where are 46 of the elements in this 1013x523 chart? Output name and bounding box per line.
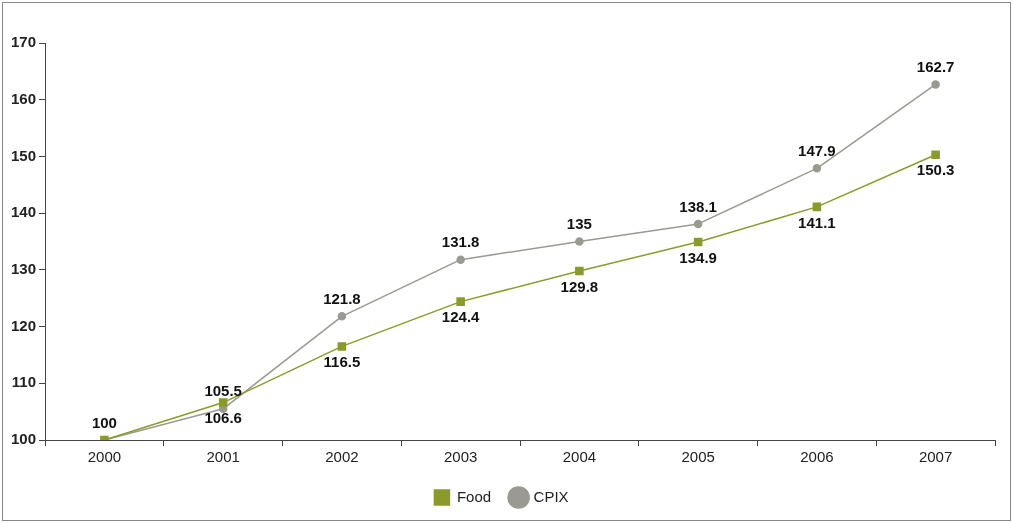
y-tick-label: 150 (11, 146, 37, 164)
point (931, 150, 940, 160)
data-label: 150.3 (916, 161, 955, 179)
data-label: 141.1 (798, 213, 836, 231)
y-tick-label: 140 (11, 203, 37, 221)
data-label: 105.5 (204, 382, 242, 400)
data-label: 106.6 (204, 409, 242, 427)
data-label: 131.8 (441, 233, 480, 251)
y-tick-label: 110 (11, 373, 37, 391)
data-label: 116.5 (323, 353, 361, 371)
x-tick-label: 2001 (206, 448, 240, 466)
point (575, 237, 584, 246)
y-tick-label: 130 (11, 260, 37, 277)
data-label: 121.8 (323, 290, 361, 307)
point (931, 80, 940, 89)
point (218, 398, 228, 407)
point (693, 237, 703, 247)
x-tick-label: 2007 (918, 448, 953, 466)
x-tick-label: 2004 (562, 448, 597, 466)
data-label: 129.8 (560, 277, 599, 295)
data-label: 100 (91, 413, 117, 431)
point (456, 297, 465, 306)
point (812, 202, 822, 212)
data-label: 124.4 (441, 308, 481, 326)
data-label: 135 (566, 215, 592, 233)
x-tick-label: 2002 (325, 448, 359, 466)
y-tick-label: 160 (11, 89, 37, 107)
legend-label: Food (456, 487, 492, 505)
data-label: 147.9 (798, 141, 836, 159)
point (456, 255, 465, 264)
y-tick-label: 170 (11, 33, 37, 51)
x-tick-label: 2005 (681, 448, 715, 466)
legend-label: CPIX (533, 487, 569, 505)
data-label: 134.9 (679, 248, 717, 266)
data-label: 162.7 (916, 58, 955, 76)
x-tick-label: 2000 (87, 448, 122, 466)
data-label: 138.1 (679, 197, 717, 215)
point (693, 219, 703, 229)
point (337, 312, 347, 321)
point (575, 266, 584, 276)
point (812, 164, 822, 173)
x-tick-label: 2003 (443, 448, 478, 466)
point (337, 342, 347, 351)
x-tick-label: 2006 (800, 448, 834, 466)
y-tick-label: 120 (11, 316, 37, 334)
y-tick-label: 100 (11, 430, 37, 448)
